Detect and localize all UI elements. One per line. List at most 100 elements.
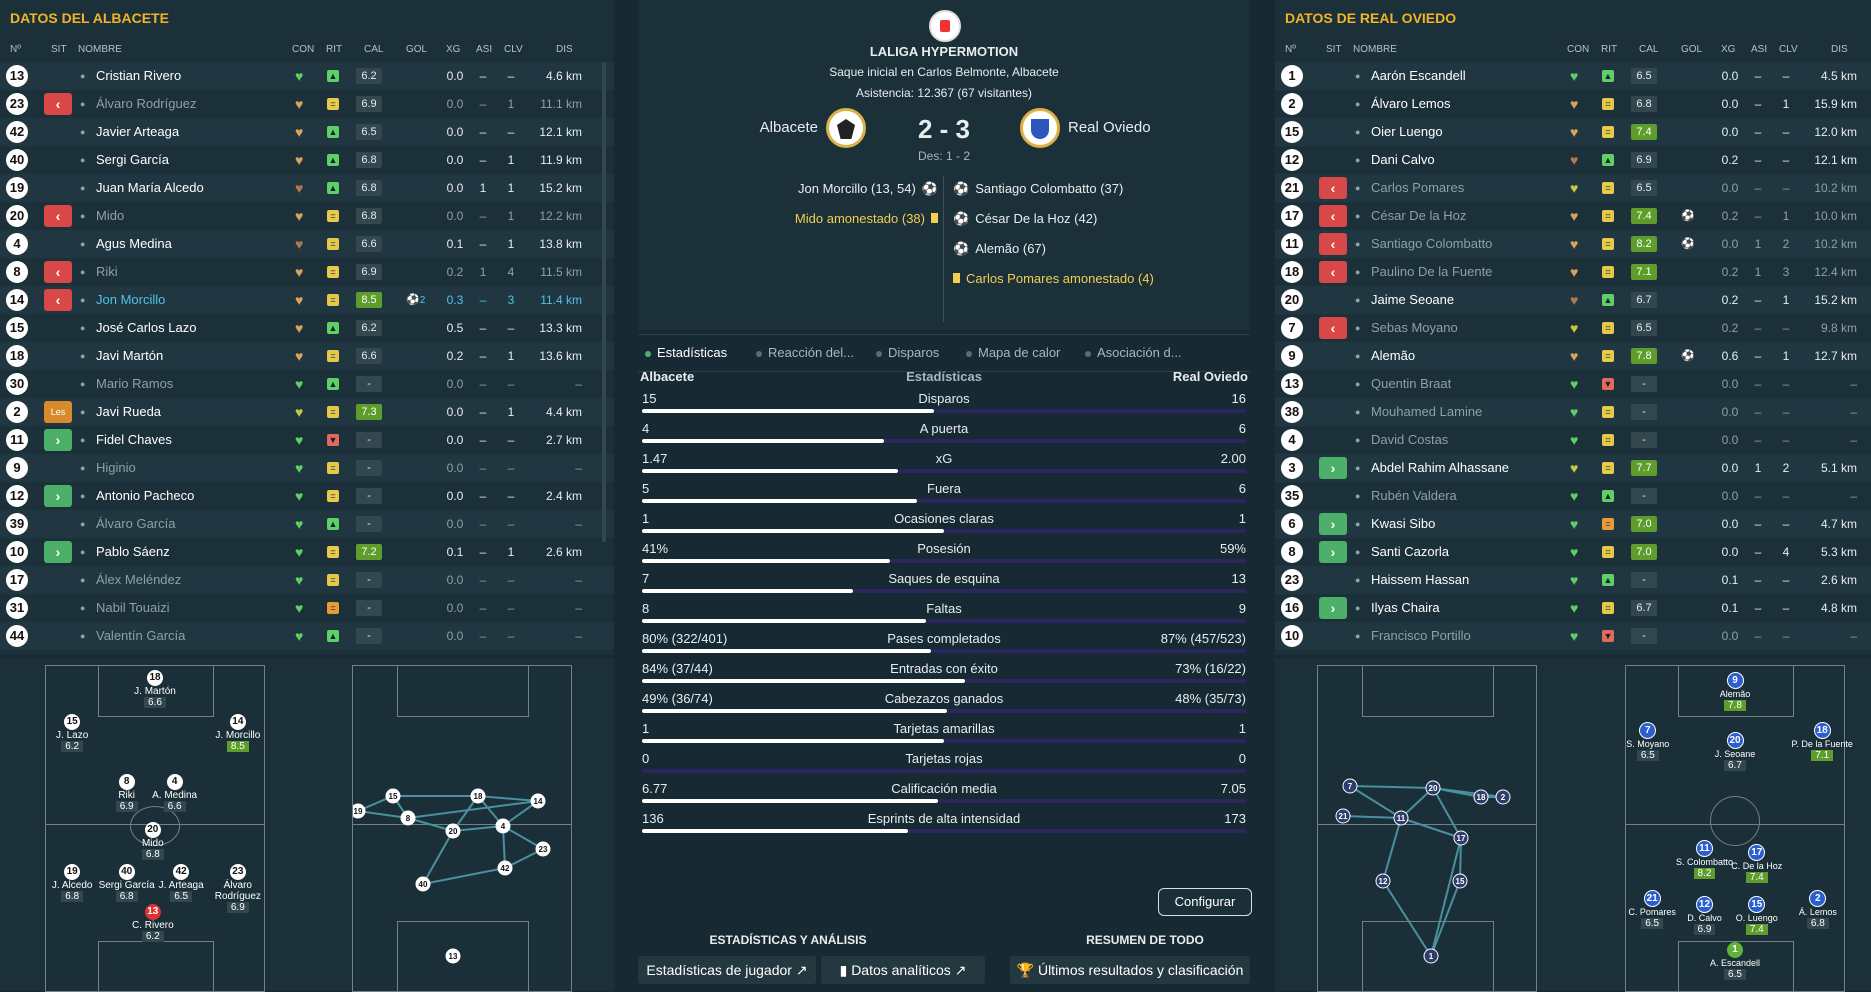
- network-node[interactable]: 13: [445, 948, 461, 964]
- tab-reaccion[interactable]: Reacción del...: [756, 345, 854, 360]
- lineup-player[interactable]: 21 C. Pomares 6.5: [1617, 890, 1687, 929]
- configure-button[interactable]: Configurar: [1158, 888, 1252, 916]
- table-row[interactable]: 13 ● Quentin Braat ♥ ▼ - 0.0 – – –: [1275, 370, 1871, 398]
- lineup-player[interactable]: 20 J. Seoane 6.7: [1700, 732, 1770, 771]
- column-header[interactable]: ASI: [1751, 44, 1768, 55]
- lineup-player[interactable]: 8 Riki 6.9: [92, 774, 162, 812]
- player-name[interactable]: José Carlos Lazo: [96, 320, 197, 335]
- tab-disparos[interactable]: Disparos: [876, 345, 939, 360]
- column-header[interactable]: CON: [292, 44, 315, 55]
- table-row[interactable]: 42 ● Javier Arteaga ♥ ▲ 6.5 0.0 – – 12.1 km: [0, 118, 614, 146]
- player-name[interactable]: Kwasi Sibo: [1371, 516, 1436, 531]
- lineup-player[interactable]: 15 O. Luengo 7.4: [1722, 896, 1792, 935]
- table-row[interactable]: 15 ● Oier Luengo ♥ = 7.4 0.0 – – 12.0 km: [1275, 118, 1871, 146]
- player-name[interactable]: Abdel Rahim Alhassane: [1371, 460, 1510, 475]
- table-row[interactable]: 10 › ● Pablo Sáenz ♥ = 7.2 0.1 – 1 2.6 km: [0, 538, 614, 566]
- player-name[interactable]: Mario Ramos: [96, 376, 174, 391]
- table-row[interactable]: 13 ● Cristian Rivero ♥ ▲ 6.2 0.0 – – 4.6 km: [0, 62, 614, 90]
- player-name[interactable]: Antonio Pacheco: [96, 488, 195, 503]
- table-row[interactable]: 18 ‹ ● Paulino De la Fuente ♥ = 7.1 0.2 1 3 12.4 k…: [1275, 258, 1871, 286]
- network-node[interactable]: 19: [353, 803, 366, 819]
- player-name[interactable]: Ilyas Chaira: [1371, 600, 1440, 615]
- results-button[interactable]: 🏆 Últimos resultados y clasificación: [1010, 956, 1250, 984]
- player-name[interactable]: Valentín García: [96, 628, 186, 643]
- table-row[interactable]: 2 ● Álvaro Lemos ♥ = 6.8 0.0 – 1 15.9 km: [1275, 90, 1871, 118]
- column-header[interactable]: GOL: [406, 44, 428, 55]
- table-row[interactable]: 38 ● Mouhamed Lamine ♥ = - 0.0 – – –: [1275, 398, 1871, 426]
- table-row[interactable]: 10 ● Francisco Portillo ♥ ▼ - 0.0 – – –: [1275, 622, 1871, 650]
- column-header[interactable]: CLV: [1779, 44, 1798, 55]
- lineup-player[interactable]: 2 Á. Lemos 6.8: [1783, 890, 1853, 929]
- player-name[interactable]: Álvaro García: [96, 516, 176, 531]
- player-name[interactable]: Quentin Braat: [1371, 376, 1452, 391]
- table-row[interactable]: 7 ‹ ● Sebas Moyano ♥ = 6.5 0.2 – – 9.8 km: [1275, 314, 1871, 342]
- lineup-player[interactable]: 7 S. Moyano 6.5: [1613, 722, 1683, 761]
- table-row[interactable]: 19 ● Juan María Alcedo ♥ ▲ 6.8 0.0 1 1 15.2 km: [0, 174, 614, 202]
- tab-asociacion[interactable]: Asociación d...: [1085, 345, 1182, 360]
- lineup-player[interactable]: 17 C. De la Hoz 7.4: [1722, 844, 1792, 883]
- lineup-player[interactable]: 4 A. Medina 6.6: [140, 774, 210, 812]
- column-header[interactable]: DIS: [1831, 44, 1848, 55]
- network-node[interactable]: 11: [1393, 810, 1409, 826]
- tab-estadisticas[interactable]: Estadísticas: [645, 345, 727, 360]
- column-header[interactable]: Nº: [1285, 44, 1296, 55]
- lineup-player[interactable]: 20 Mido 6.8: [118, 822, 188, 860]
- player-name[interactable]: Higinio: [96, 460, 136, 475]
- table-row[interactable]: 4 ● David Costas ♥ = - 0.0 – – –: [1275, 426, 1871, 454]
- player-name[interactable]: Álex Meléndez: [96, 572, 182, 587]
- player-name[interactable]: Mido: [96, 208, 125, 223]
- table-row[interactable]: 23 ‹ ● Álvaro Rodríguez ♥ = 6.9 0.0 – 1 11.1 km: [0, 90, 614, 118]
- analytics-button[interactable]: ▮ Datos analíticos ↗: [821, 956, 985, 984]
- lineup-player[interactable]: 14 J. Morcillo 8.5: [203, 714, 273, 752]
- home-table-scrollbar[interactable]: [602, 62, 606, 542]
- table-row[interactable]: 31 ● Nabil Touaizi ♥ = - 0.0 – – –: [0, 594, 614, 622]
- player-name[interactable]: Cristian Rivero: [96, 68, 182, 83]
- table-row[interactable]: 20 ● Jaime Seoane ♥ ▲ 6.7 0.2 – 1 15.2 km: [1275, 286, 1871, 314]
- player-name[interactable]: Oier Luengo: [1371, 124, 1443, 139]
- column-header[interactable]: Nº: [10, 44, 21, 55]
- network-node[interactable]: 20: [1425, 780, 1441, 796]
- player-name[interactable]: Javi Martón: [96, 348, 164, 363]
- away-team-name[interactable]: Real Oviedo: [1068, 119, 1151, 136]
- column-header[interactable]: ASI: [476, 44, 493, 55]
- network-node[interactable]: 18: [470, 788, 486, 804]
- table-row[interactable]: 40 ● Sergi García ♥ ▲ 6.8 0.0 – 1 11.9 km: [0, 146, 614, 174]
- player-stats-button[interactable]: Estadísticas de jugador ↗: [638, 956, 816, 984]
- player-name[interactable]: Fidel Chaves: [96, 432, 172, 447]
- network-node[interactable]: 17: [1453, 830, 1469, 846]
- player-name[interactable]: Aarón Escandell: [1371, 68, 1466, 83]
- lineup-player[interactable]: 18 P. De la Fuente 7.1: [1787, 722, 1857, 761]
- player-name[interactable]: Haissem Hassan: [1371, 572, 1470, 587]
- lineup-player[interactable]: 13 C. Rivero 6.2: [118, 904, 188, 942]
- player-name[interactable]: Dani Calvo: [1371, 152, 1435, 167]
- network-node[interactable]: 21: [1335, 808, 1351, 824]
- player-name[interactable]: Álvaro Lemos: [1371, 96, 1451, 111]
- player-name[interactable]: Paulino De la Fuente: [1371, 264, 1493, 279]
- player-name[interactable]: Álvaro Rodríguez: [96, 96, 197, 111]
- player-name[interactable]: Mouhamed Lamine: [1371, 404, 1483, 419]
- player-name[interactable]: Javier Arteaga: [96, 124, 180, 139]
- table-row[interactable]: 15 ● José Carlos Lazo ♥ ▲ 6.2 0.5 – – 13.3 km: [0, 314, 614, 342]
- network-node[interactable]: 18: [1473, 789, 1489, 805]
- column-header[interactable]: SIT: [1326, 44, 1342, 55]
- player-name[interactable]: César De la Hoz: [1371, 208, 1467, 223]
- network-node[interactable]: 15: [1452, 873, 1468, 889]
- player-name[interactable]: Pablo Sáenz: [96, 544, 170, 559]
- table-row[interactable]: 4 ● Agus Medina ♥ = 6.6 0.1 – 1 13.8 km: [0, 230, 614, 258]
- player-name[interactable]: Riki: [96, 264, 118, 279]
- column-header[interactable]: DIS: [556, 44, 573, 55]
- network-node[interactable]: 12: [1375, 873, 1391, 889]
- table-row[interactable]: 9 ● Alemão ♥ = 7.8 ⚽ 0.6 – 1 12.7 km: [1275, 342, 1871, 370]
- player-name[interactable]: Francisco Portillo: [1371, 628, 1471, 643]
- network-node[interactable]: 40: [415, 876, 431, 892]
- player-name[interactable]: Agus Medina: [96, 236, 172, 251]
- player-name[interactable]: Carlos Pomares: [1371, 180, 1465, 195]
- column-header[interactable]: RIT: [326, 44, 343, 55]
- table-row[interactable]: 11 › ● Fidel Chaves ♥ ▼ - 0.0 – – 2.7 km: [0, 426, 614, 454]
- column-header[interactable]: XG: [446, 44, 461, 55]
- table-row[interactable]: 44 ● Valentín García ♥ ▲ - 0.0 – – –: [0, 622, 614, 650]
- column-header[interactable]: NOMBRE: [1353, 44, 1397, 55]
- table-row[interactable]: 12 ● Dani Calvo ♥ ▲ 6.9 0.2 – – 12.1 km: [1275, 146, 1871, 174]
- table-row[interactable]: 8 › ● Santi Cazorla ♥ = 7.0 0.0 – 4 5.3 km: [1275, 538, 1871, 566]
- lineup-player[interactable]: 12 D. Calvo 6.9: [1669, 896, 1739, 935]
